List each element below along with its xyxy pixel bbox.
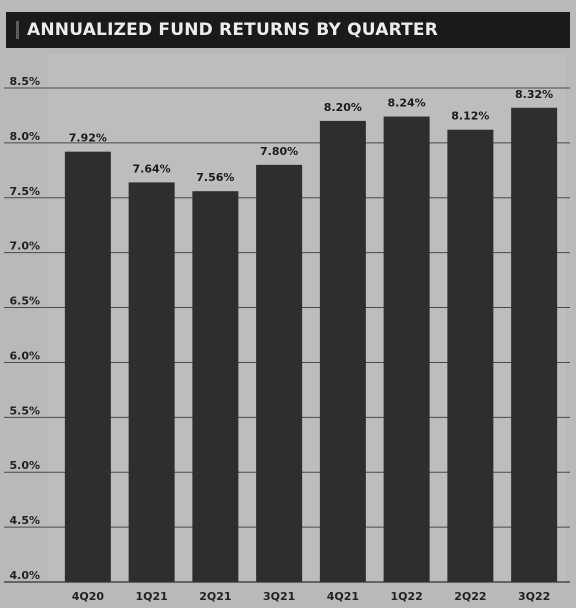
x-tick-label: 3Q21 xyxy=(263,590,295,603)
data-label: 8.32% xyxy=(515,88,553,101)
bar xyxy=(192,191,239,583)
data-label: 8.24% xyxy=(388,97,426,110)
y-tick-label: 7.0% xyxy=(9,240,40,253)
y-tick-label: 5.5% xyxy=(9,404,40,417)
bar xyxy=(256,164,303,582)
y-tick-label: 8.0% xyxy=(9,130,40,143)
data-label: 8.12% xyxy=(451,110,489,123)
data-label: 8.20% xyxy=(324,101,362,114)
x-tick-label: 1Q21 xyxy=(135,590,167,603)
y-tick-label: 7.5% xyxy=(9,185,40,198)
bar xyxy=(447,129,494,582)
bar xyxy=(128,182,175,583)
x-tick-label: 1Q22 xyxy=(390,590,422,603)
bar xyxy=(64,151,111,582)
x-tick-label: 4Q21 xyxy=(327,590,359,603)
y-tick-label: 4.5% xyxy=(9,514,40,527)
header-accent-bar xyxy=(16,21,19,39)
data-label: 7.56% xyxy=(196,171,234,184)
y-tick-label: 4.0% xyxy=(9,569,40,582)
y-tick-label: 6.0% xyxy=(9,349,40,362)
x-tick-label: 4Q20 xyxy=(72,590,105,603)
y-tick-label: 5.0% xyxy=(9,459,40,472)
data-label: 7.64% xyxy=(133,162,171,175)
bar xyxy=(511,107,558,582)
x-tick-label: 2Q21 xyxy=(199,590,231,603)
chart-header: ANNUALIZED FUND RETURNS BY QUARTER xyxy=(6,12,570,48)
chart-title: ANNUALIZED FUND RETURNS BY QUARTER xyxy=(27,20,439,40)
bar xyxy=(383,116,430,582)
y-tick-label: 8.5% xyxy=(9,75,40,88)
bar xyxy=(319,120,366,582)
data-label: 7.92% xyxy=(69,132,107,145)
data-label: 7.80% xyxy=(260,145,298,158)
x-tick-label: 2Q22 xyxy=(454,590,486,603)
x-tick-label: 3Q22 xyxy=(518,590,550,603)
y-tick-label: 6.5% xyxy=(9,295,40,308)
